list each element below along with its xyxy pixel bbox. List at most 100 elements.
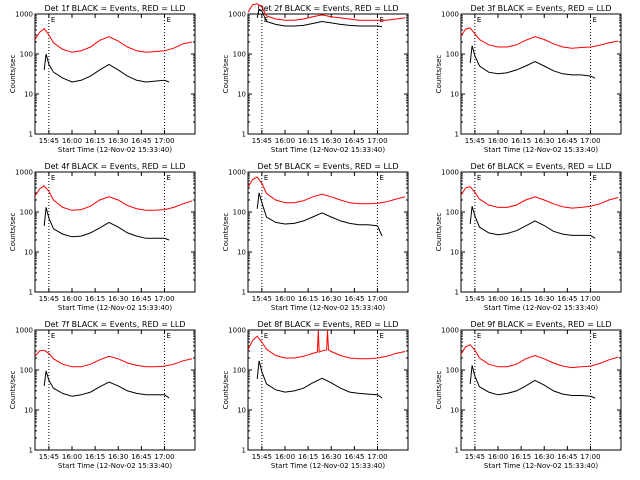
- event-marker-label: E: [592, 16, 596, 24]
- x-tick-label: 16:30: [321, 295, 341, 303]
- x-tick-label: 16:00: [488, 137, 508, 145]
- y-axis-label: Counts/sec: [435, 55, 443, 94]
- x-tick-label: 16:15: [298, 453, 318, 461]
- event-marker-label: E: [166, 332, 170, 340]
- y-tick-label: 100: [20, 51, 33, 59]
- x-tick-label: 16:00: [275, 137, 295, 145]
- x-tick-label: 16:30: [108, 453, 128, 461]
- lld-series-line: [34, 349, 193, 368]
- event-marker-label: E: [264, 332, 268, 340]
- y-tick-label: 100: [20, 209, 33, 217]
- y-tick-label: 10: [237, 249, 246, 257]
- event-marker-label: E: [166, 16, 170, 24]
- x-axis-label: Start Time (12-Nov-02 15:33:40): [484, 304, 598, 312]
- x-axis-label: Start Time (12-Nov-02 15:33:40): [484, 462, 598, 470]
- event-marker-label: E: [592, 332, 596, 340]
- chart-panel: Det 4f BLACK = Events, RED = LLD 1 10 100 10…: [9, 162, 196, 312]
- x-tick-label: 17:00: [154, 137, 174, 145]
- y-axis-label: Counts/sec: [435, 371, 443, 410]
- y-tick-label: 1: [455, 289, 459, 297]
- x-tick-label: 15:45: [39, 453, 59, 461]
- y-tick-label: 100: [233, 209, 246, 217]
- x-tick-label: 16:15: [85, 453, 105, 461]
- y-axis-label: Counts/sec: [222, 213, 230, 252]
- x-tick-label: 16:45: [557, 453, 577, 461]
- y-tick-label: 1: [29, 289, 33, 297]
- chart-title: Det 5f BLACK = Events, RED = LLD: [257, 162, 398, 171]
- chart-title: Det 8f BLACK = Events, RED = LLD: [257, 320, 398, 329]
- x-tick-label: 16:00: [62, 295, 82, 303]
- event-marker-label: E: [477, 174, 481, 182]
- x-tick-label: 16:15: [298, 137, 318, 145]
- events-series-line: [256, 360, 383, 399]
- y-axis-label: Counts/sec: [9, 55, 17, 94]
- plot-frame: [460, 171, 622, 293]
- y-tick-label: 10: [450, 249, 459, 257]
- lld-series-line: [34, 185, 193, 211]
- event-marker-label: E: [51, 332, 55, 340]
- plot-frame: [247, 171, 409, 293]
- y-tick-label: 1000: [441, 11, 459, 19]
- y-axis-label: Counts/sec: [9, 371, 17, 410]
- event-marker-label: E: [592, 174, 596, 182]
- x-axis-label: Start Time (12-Nov-02 15:33:40): [58, 304, 172, 312]
- x-tick-label: 15:45: [252, 137, 272, 145]
- event-marker-label: E: [166, 174, 170, 182]
- chart-panel: Det 9f BLACK = Events, RED = LLD 1 10 100 10…: [435, 320, 622, 470]
- plot-frame: [247, 13, 409, 135]
- x-tick-label: 17:00: [154, 453, 174, 461]
- events-series-line: [43, 207, 170, 241]
- x-tick-label: 16:15: [511, 453, 531, 461]
- y-tick-label: 1000: [441, 169, 459, 177]
- x-axis-label: Start Time (12-Nov-02 15:33:40): [271, 304, 385, 312]
- lld-series-line: [247, 3, 406, 21]
- plot-frame: [34, 171, 196, 293]
- x-tick-label: 16:15: [85, 137, 105, 145]
- lld-series-line: [34, 27, 193, 53]
- y-axis-label: Counts/sec: [9, 213, 17, 252]
- y-tick-label: 1: [29, 131, 33, 139]
- x-tick-label: 16:45: [131, 295, 151, 303]
- x-tick-label: 15:45: [252, 295, 272, 303]
- chart-title: Det 6f BLACK = Events, RED = LLD: [470, 162, 611, 171]
- y-tick-label: 1: [242, 447, 246, 455]
- x-tick-label: 15:45: [465, 453, 485, 461]
- plot-frame: [460, 329, 622, 451]
- y-tick-label: 1000: [15, 11, 33, 19]
- y-axis-label: Counts/sec: [222, 55, 230, 94]
- x-tick-label: 15:45: [39, 137, 59, 145]
- x-tick-label: 16:00: [488, 453, 508, 461]
- y-axis-label: Counts/sec: [435, 213, 443, 252]
- x-tick-label: 16:15: [298, 295, 318, 303]
- x-tick-label: 16:30: [534, 137, 554, 145]
- x-tick-label: 16:15: [511, 295, 531, 303]
- plot-frame: [34, 329, 196, 451]
- x-axis-label: Start Time (12-Nov-02 15:33:40): [58, 462, 172, 470]
- y-tick-label: 1000: [228, 169, 246, 177]
- y-tick-label: 10: [450, 91, 459, 99]
- x-tick-label: 16:30: [321, 137, 341, 145]
- chart-title: Det 2f BLACK = Events, RED = LLD: [257, 4, 398, 13]
- y-tick-label: 1000: [228, 327, 246, 335]
- y-tick-label: 1000: [228, 11, 246, 19]
- x-tick-label: 17:00: [367, 137, 387, 145]
- events-series-line: [469, 45, 596, 79]
- y-tick-label: 100: [446, 367, 459, 375]
- plot-frame: [34, 13, 196, 135]
- x-tick-label: 17:00: [580, 137, 600, 145]
- y-tick-label: 100: [446, 209, 459, 217]
- x-tick-label: 17:00: [580, 453, 600, 461]
- y-tick-label: 100: [20, 367, 33, 375]
- chart-panel: Det 1f BLACK = Events, RED = LLD 1 10 100 10…: [9, 4, 196, 154]
- event-marker-label: E: [379, 332, 383, 340]
- x-tick-label: 15:45: [465, 137, 485, 145]
- chart-title: Det 7f BLACK = Events, RED = LLD: [44, 320, 185, 329]
- x-tick-label: 17:00: [154, 295, 174, 303]
- events-series-line: [256, 192, 383, 237]
- x-tick-label: 16:45: [131, 137, 151, 145]
- chart-panel: Det 8f BLACK = Events, RED = LLD 1 10 100 10…: [222, 320, 409, 470]
- lld-series-line: [247, 329, 406, 360]
- y-tick-label: 1000: [441, 327, 459, 335]
- y-axis-label: Counts/sec: [222, 371, 230, 410]
